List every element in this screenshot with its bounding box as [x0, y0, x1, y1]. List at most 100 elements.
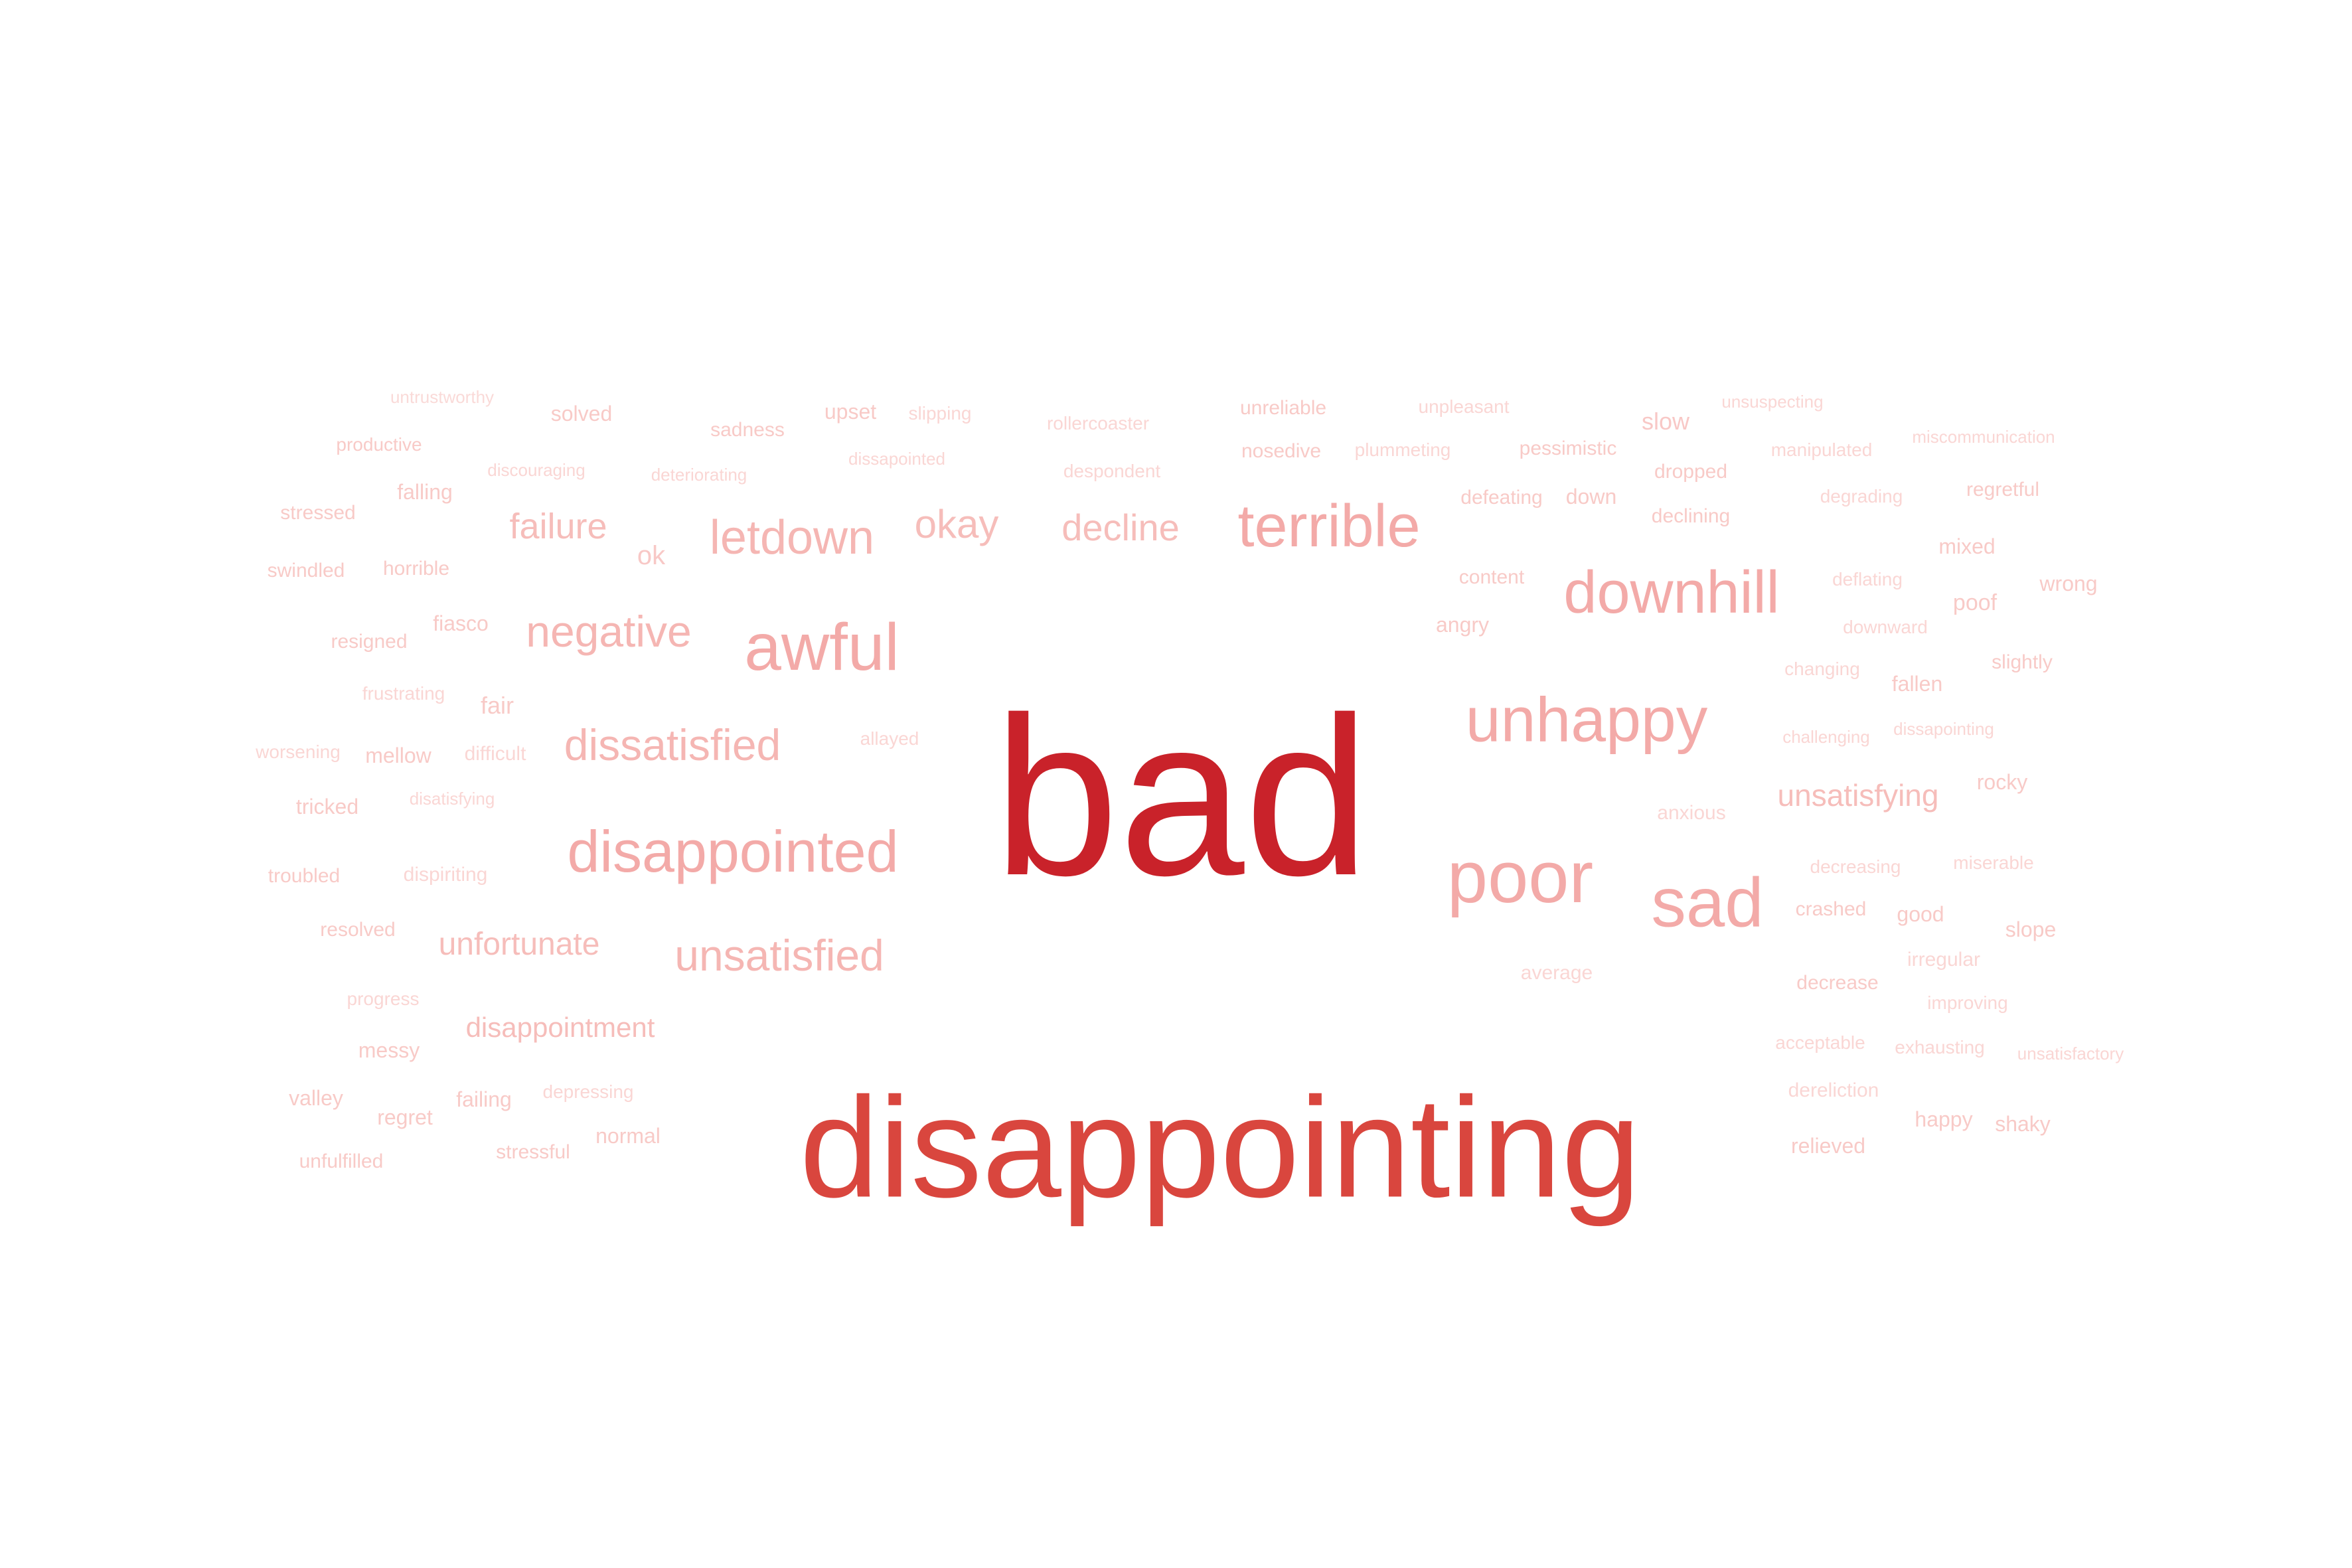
word: downward	[1843, 617, 1928, 637]
word: productive	[336, 434, 422, 455]
word: normal	[595, 1124, 661, 1148]
word: unpleasant	[1418, 396, 1510, 417]
word: worsening	[256, 742, 341, 762]
word: dispiriting	[403, 864, 488, 886]
word: degrading	[1820, 486, 1903, 507]
word: manipulated	[1770, 439, 1873, 460]
word: plummeting	[1354, 439, 1451, 460]
word: wrong	[2039, 572, 2098, 595]
word: terrible	[1237, 493, 1421, 560]
word: okay	[914, 502, 999, 546]
word: negative	[526, 607, 692, 656]
word: bad	[993, 670, 1370, 923]
word: poor	[1447, 836, 1594, 918]
word: despondent	[1063, 461, 1161, 481]
word: frustrating	[362, 683, 445, 704]
word: unreliable	[1239, 397, 1327, 419]
word: rocky	[1976, 770, 2028, 794]
word: shaky	[1995, 1112, 2051, 1136]
word: solved	[550, 402, 613, 426]
word: dissatisfied	[564, 720, 781, 769]
word: unsatisfied	[674, 931, 884, 980]
word: resigned	[331, 631, 408, 653]
word: slipping	[908, 403, 972, 424]
word: mixed	[1938, 534, 1996, 558]
word: disappointing	[799, 1067, 1641, 1227]
word: horrible	[382, 558, 450, 580]
word: failing	[456, 1087, 512, 1111]
word: stressful	[496, 1141, 570, 1163]
word: regret	[377, 1105, 433, 1129]
word: fiasco	[433, 611, 489, 635]
word: decreasing	[1810, 856, 1901, 877]
word: unhappy	[1465, 684, 1708, 755]
word: falling	[397, 480, 453, 504]
word: pessimistic	[1519, 437, 1617, 459]
word: good	[1897, 902, 1944, 926]
word: unsuspecting	[1721, 392, 1824, 412]
word: anxious	[1657, 802, 1726, 824]
word: challenging	[1782, 727, 1870, 747]
word: depressing	[542, 1081, 634, 1102]
word: swindled	[267, 560, 345, 582]
word: exhausting	[1895, 1037, 1985, 1058]
word: unfulfilled	[299, 1150, 384, 1172]
word: slow	[1641, 408, 1690, 435]
word: unsatisfactory	[2017, 1044, 2124, 1063]
word: poof	[1952, 590, 1998, 615]
word: content	[1458, 566, 1525, 588]
word: disappointment	[465, 1012, 655, 1043]
word: ok	[637, 541, 666, 570]
word: resolved	[320, 919, 396, 941]
word: miscommunication	[1912, 427, 2055, 447]
word: irregular	[1907, 949, 1981, 971]
word: decrease	[1796, 972, 1879, 994]
word: awful	[744, 610, 900, 684]
word: nosedive	[1241, 440, 1322, 462]
word: difficult	[464, 743, 526, 765]
word: mellow	[365, 744, 431, 767]
word: deteriorating	[651, 465, 747, 485]
word: acceptable	[1775, 1032, 1865, 1053]
word: progress	[347, 988, 420, 1009]
word: unsatisfying	[1777, 778, 1939, 813]
word: disatisfying	[409, 789, 495, 809]
word: fallen	[1891, 672, 1943, 696]
word: troubled	[268, 865, 341, 887]
word: miserable	[1953, 852, 2034, 873]
word: valley	[289, 1086, 343, 1110]
word: deflating	[1832, 569, 1903, 589]
word: discouraging	[487, 460, 586, 480]
word: allayed	[860, 728, 919, 749]
word: changing	[1784, 659, 1860, 679]
word: failure	[509, 507, 607, 546]
word: slope	[2005, 917, 2057, 941]
word: down	[1565, 485, 1617, 509]
word: declining	[1651, 505, 1731, 527]
word: untrustworthy	[390, 387, 495, 407]
word: stressed	[280, 502, 356, 524]
word: relieved	[1790, 1134, 1866, 1158]
word: sadness	[710, 419, 785, 441]
word: dropped	[1654, 461, 1728, 483]
word: regretful	[1966, 479, 2040, 501]
word: sad	[1651, 864, 1764, 942]
word: slightly	[1992, 651, 2053, 673]
word: unfortunate	[438, 927, 600, 962]
word: crashed	[1795, 898, 1867, 920]
word: happy	[1915, 1107, 1973, 1131]
word: dissapointed	[848, 449, 945, 469]
word: letdown	[709, 511, 875, 564]
word: angry	[1435, 613, 1490, 637]
word: fair	[480, 692, 514, 719]
word: rollercoaster	[1046, 413, 1150, 433]
word: improving	[1927, 992, 2008, 1013]
word: disappointed	[567, 819, 899, 884]
word: upset	[824, 400, 877, 424]
word: defeating	[1460, 487, 1543, 509]
word: dissapointing	[1893, 719, 1994, 739]
word: dereliction	[1788, 1079, 1879, 1101]
word: messy	[358, 1038, 420, 1062]
word: downhill	[1563, 560, 1780, 626]
